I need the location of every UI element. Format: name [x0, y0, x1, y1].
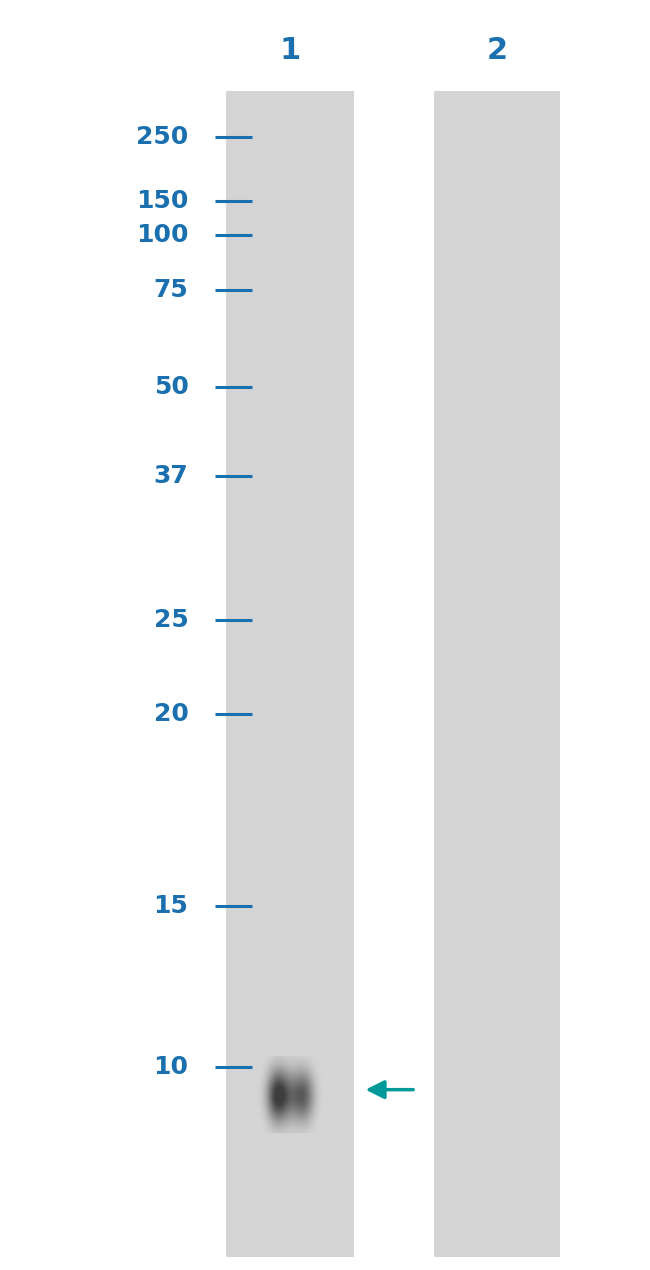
- Text: 1: 1: [280, 37, 300, 65]
- Text: 37: 37: [154, 465, 188, 488]
- Text: 100: 100: [136, 224, 188, 246]
- Text: 15: 15: [153, 894, 188, 917]
- Text: 50: 50: [153, 376, 188, 399]
- Text: 25: 25: [154, 608, 188, 631]
- Text: 75: 75: [154, 278, 188, 301]
- Text: 150: 150: [136, 189, 188, 212]
- Bar: [226, 91, 354, 1257]
- Text: 10: 10: [153, 1055, 188, 1078]
- Text: 20: 20: [153, 702, 188, 725]
- Text: 2: 2: [487, 37, 508, 65]
- Text: 250: 250: [136, 126, 188, 149]
- Bar: [434, 91, 560, 1257]
